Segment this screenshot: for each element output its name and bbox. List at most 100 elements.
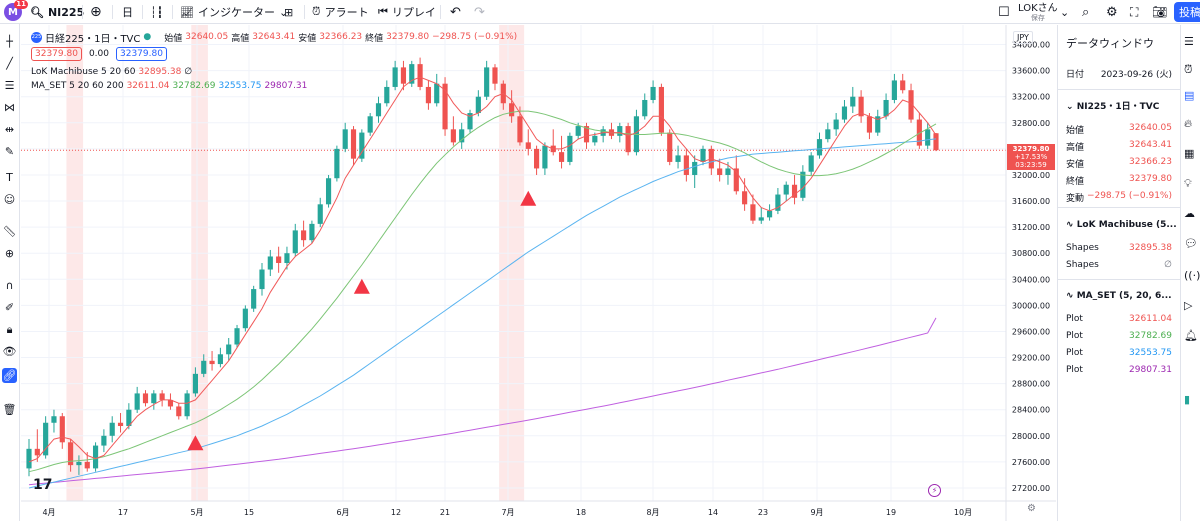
- sell-price-box[interactable]: 32379.80: [31, 47, 82, 61]
- hotlist-icon[interactable]: 🔥︎: [1184, 117, 1193, 130]
- settings-button[interactable]: ⚙: [1106, 0, 1118, 24]
- candle-body: [667, 132, 673, 162]
- layout-select[interactable]: ☐: [998, 0, 1010, 24]
- buy-price-box[interactable]: 32379.80: [116, 47, 167, 61]
- undo-button[interactable]: ↶: [450, 0, 461, 24]
- notifications-icon[interactable]: 🔔︎: [1184, 329, 1198, 342]
- price-tick-label: 27600.00: [1012, 458, 1050, 467]
- compare-button[interactable]: ⊕: [90, 0, 102, 24]
- pattern-icon[interactable]: ⋈: [4, 101, 15, 114]
- layout-menu-chevron[interactable]: ⌄: [1060, 0, 1069, 24]
- indicator-legend-ma-set[interactable]: MA_SET 5 20 60 200 32611.04 32782.69 325…: [31, 81, 308, 91]
- alert-button[interactable]: ⏰︎ アラート: [312, 5, 369, 19]
- indicator-section-ma[interactable]: ∿ MA_SET (5, 20, 6...: [1066, 291, 1172, 301]
- layout-name[interactable]: LOKさん 保存: [1018, 2, 1058, 22]
- symbol-legend-row[interactable]: 225 日経225・1日・TVC ● 始値 32640.05 高値 32643.41…: [31, 30, 517, 45]
- account-avatar[interactable]: M 11: [4, 0, 28, 24]
- time-tick-label: 4月: [42, 508, 55, 517]
- ruler-icon[interactable]: 📏︎: [2, 225, 17, 238]
- zoom-icon[interactable]: ⊕: [4, 247, 15, 260]
- dom-icon[interactable]: ▮: [1184, 393, 1191, 406]
- calendar-icon[interactable]: ▦: [1184, 147, 1195, 160]
- brush-icon[interactable]: ✎: [4, 145, 15, 158]
- horizontal-lines-icon[interactable]: ☰: [4, 79, 15, 92]
- ideas-icon[interactable]: 💡︎: [1184, 177, 1192, 190]
- indicator-section-lok[interactable]: ∿ LoK Machibuse (5...: [1066, 220, 1177, 230]
- pencil-lock-icon[interactable]: ✐: [4, 301, 15, 314]
- chat-icon[interactable]: 💬︎: [1184, 237, 1198, 250]
- lock-icon[interactable]: 🔒︎: [6, 322, 13, 336]
- currency-label[interactable]: JPY: [1013, 31, 1033, 44]
- interval-button[interactable]: 日: [122, 6, 133, 19]
- candle-body: [675, 155, 681, 162]
- indicator-legend-lok[interactable]: LoK Machibuse 5 20 60 32895.38 ∅: [31, 67, 193, 77]
- price-tick-label: 31200.00: [1012, 223, 1050, 232]
- replay-button[interactable]: ⏮ リプレイ: [378, 5, 436, 19]
- publish-button[interactable]: 投稿: [1174, 0, 1200, 24]
- avatar[interactable]: M 11: [4, 0, 28, 21]
- candle-body: [242, 308, 248, 329]
- time-tick-label: 7月: [501, 508, 514, 517]
- symbol-section[interactable]: ⌄ NI225・1日・TVC: [1066, 102, 1160, 112]
- link-icon[interactable]: 🔗︎: [2, 368, 17, 383]
- tradingview-logo[interactable]: 17: [33, 477, 53, 493]
- indicators-button[interactable]: 📈︎ インジケーター ⌄: [180, 5, 289, 20]
- candle-body: [925, 129, 931, 146]
- crosshair-icon[interactable]: ┼: [6, 35, 13, 48]
- price-tick-label: 30800.00: [1012, 249, 1050, 258]
- candle-body: [883, 99, 889, 117]
- redo-button[interactable]: ↷: [474, 0, 485, 24]
- candle-body: [384, 86, 390, 104]
- data-window-panel: データウィンドウ 日付 2023-09-26 (火) ⌄ NI225・1日・TVC…: [1057, 25, 1180, 521]
- watchlist-icon[interactable]: ☰: [1184, 35, 1194, 48]
- fib-icon[interactable]: ⇹: [4, 123, 15, 136]
- candle-body: [717, 168, 723, 175]
- play-icon[interactable]: ▷: [1184, 299, 1193, 312]
- price-chart[interactable]: 34000.0033600.0033200.0032800.0032400.00…: [21, 25, 1056, 521]
- alarm-icon: ⏰︎: [312, 5, 321, 18]
- text-icon[interactable]: T: [6, 171, 13, 184]
- symbol-title: 日経225・1日・TVC: [45, 33, 141, 45]
- time-tick-label: 6月: [336, 508, 349, 517]
- candle-body: [558, 152, 565, 162]
- trendline-icon[interactable]: ╱: [6, 57, 13, 70]
- candle-body: [176, 406, 182, 417]
- chart-pane[interactable]: 34000.0033600.0033200.0032800.0032400.00…: [21, 25, 1056, 521]
- price-tick-label: 30000.00: [1012, 301, 1050, 310]
- data-window-row: 始値 32640.05: [1066, 123, 1172, 136]
- drawing-toolbar: ┼ ╱ ☰ ⋈ ⇹ ✎ T ☺ 📏︎ ⊕ ∩ ✐ 🔒︎ 👁︎ 🔗︎ 🗑︎: [0, 24, 20, 521]
- emoji-icon[interactable]: ☺: [3, 193, 16, 206]
- candle-body: [758, 217, 764, 221]
- flash-icon[interactable]: ⚡︎: [928, 484, 941, 497]
- chart-type-button[interactable]: ┆┇: [150, 0, 163, 24]
- eye-icon[interactable]: 👁︎: [2, 345, 17, 358]
- candle-body: [617, 126, 623, 136]
- candle-body: [142, 393, 149, 404]
- streams-icon[interactable]: ☁: [1184, 207, 1195, 220]
- data-window-icon[interactable]: ▤: [1184, 89, 1195, 102]
- replay-icon: ⏮: [378, 5, 388, 18]
- candle-body: [450, 129, 456, 143]
- axis-settings-icon[interactable]: ⚙: [1027, 503, 1036, 514]
- grid-icon: ⊞: [284, 5, 294, 19]
- candle-body: [933, 133, 939, 151]
- candle-body: [825, 129, 831, 140]
- layouts-button[interactable]: ⊞: [284, 0, 293, 24]
- gear-icon: ⚙: [1106, 4, 1118, 20]
- candle-body: [325, 178, 332, 205]
- fullscreen-button[interactable]: ⛶: [1130, 0, 1138, 24]
- candle-body: [209, 360, 215, 365]
- indicators-icon: 📈︎: [180, 5, 194, 19]
- magnet-icon[interactable]: ∩: [5, 279, 14, 292]
- broadcast-icon[interactable]: ((·)): [1184, 269, 1200, 282]
- candle-body: [51, 416, 57, 423]
- symbol-search[interactable]: 🔍︎ NI225: [30, 5, 85, 19]
- buy-signal-triangle: [353, 278, 370, 294]
- candle-body: [766, 210, 773, 218]
- candle-body: [184, 393, 190, 417]
- alerts-icon[interactable]: ⏰︎: [1184, 63, 1193, 76]
- quick-search-button[interactable]: ⌕: [1082, 0, 1089, 24]
- candle-body: [459, 129, 465, 143]
- snapshot-button[interactable]: 📷︎: [1152, 0, 1167, 24]
- trash-icon[interactable]: 🗑︎: [2, 403, 17, 416]
